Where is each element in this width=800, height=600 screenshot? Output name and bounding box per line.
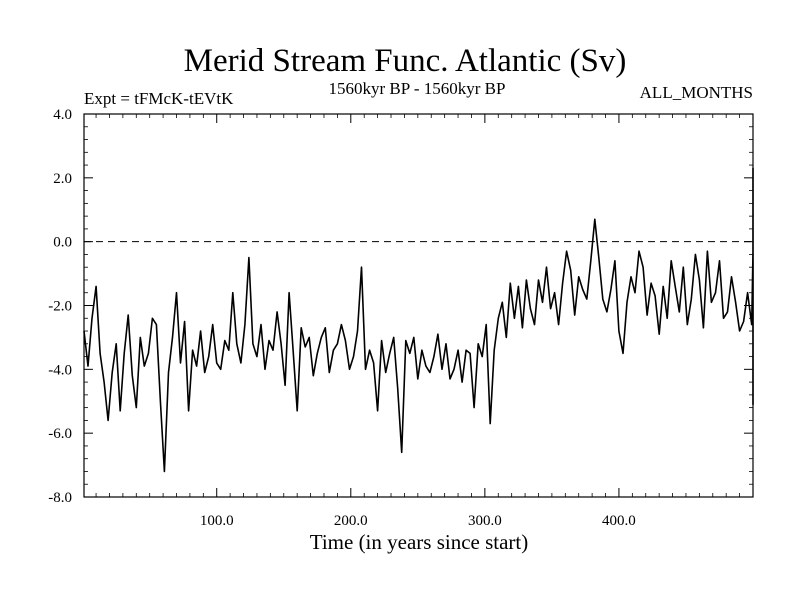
x-tick-label: 200.0 [334, 513, 368, 529]
y-tick-label: -2.0 [48, 299, 72, 315]
y-tick-label: -6.0 [48, 426, 72, 442]
y-tick-label: 4.0 [53, 107, 72, 123]
x-axis: 100.0 200.0 300.0 400.0 [95, 114, 740, 529]
plot-frame [83, 113, 754, 498]
x-tick-label: 100.0 [200, 513, 234, 529]
x-tick-label: 300.0 [468, 513, 502, 529]
x-tick-label: 400.0 [602, 513, 636, 529]
experiment-label: Expt = tFMcK-tEVtK [84, 89, 234, 108]
x-axis-label: Time (in years since start) [310, 530, 529, 554]
months-label: ALL_MONTHS [640, 83, 753, 102]
chart-title: Merid Stream Func. Atlantic (Sv) [184, 43, 627, 79]
time-period-label: 1560kyr BP - 1560kyr BP [329, 79, 506, 98]
y-tick-label: 0.0 [53, 235, 72, 251]
y-tick-label: 2.0 [53, 171, 72, 187]
y-tick-label: -8.0 [48, 490, 72, 506]
y-tick-label: -4.0 [48, 362, 72, 378]
series-line [83, 167, 754, 473]
y-axis: -8.0 -6.0 -4.0 -2.0 0.0 2.0 4.0 [48, 107, 753, 506]
